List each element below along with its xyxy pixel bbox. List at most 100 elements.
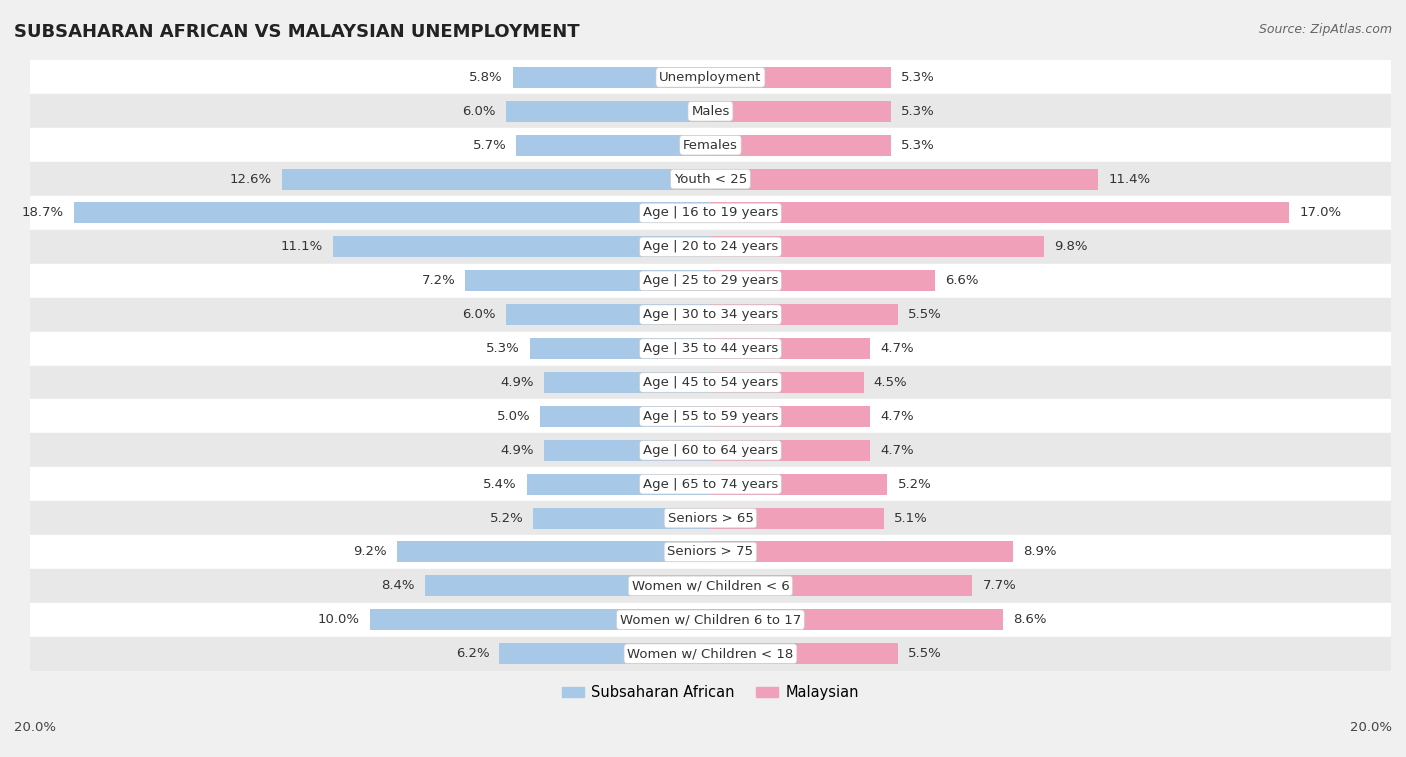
- Bar: [333, 236, 710, 257]
- Text: Source: ZipAtlas.com: Source: ZipAtlas.com: [1258, 23, 1392, 36]
- Text: 5.5%: 5.5%: [908, 647, 942, 660]
- Text: 7.2%: 7.2%: [422, 274, 456, 287]
- Bar: [710, 135, 891, 156]
- Bar: [30, 535, 1391, 569]
- Bar: [710, 575, 973, 597]
- Text: Males: Males: [692, 104, 730, 118]
- Bar: [30, 230, 1391, 264]
- Bar: [710, 474, 887, 494]
- Bar: [30, 366, 1391, 400]
- Bar: [710, 236, 1043, 257]
- Bar: [710, 643, 897, 664]
- Text: 5.2%: 5.2%: [897, 478, 931, 491]
- Text: 5.8%: 5.8%: [470, 71, 503, 84]
- Text: 11.4%: 11.4%: [1108, 173, 1150, 185]
- Text: 4.7%: 4.7%: [880, 410, 914, 423]
- Text: 17.0%: 17.0%: [1299, 207, 1341, 220]
- Text: 5.3%: 5.3%: [901, 104, 935, 118]
- Bar: [710, 508, 884, 528]
- Text: 6.2%: 6.2%: [456, 647, 489, 660]
- Text: 8.9%: 8.9%: [1024, 546, 1057, 559]
- Text: 4.7%: 4.7%: [880, 444, 914, 456]
- Bar: [281, 169, 710, 189]
- Text: 5.3%: 5.3%: [486, 342, 520, 355]
- Bar: [710, 541, 1014, 562]
- Bar: [30, 332, 1391, 366]
- Bar: [710, 67, 891, 88]
- Bar: [30, 637, 1391, 671]
- Bar: [30, 162, 1391, 196]
- Text: 4.5%: 4.5%: [873, 376, 907, 389]
- Text: 4.9%: 4.9%: [501, 444, 533, 456]
- Bar: [710, 372, 863, 393]
- Bar: [710, 270, 935, 291]
- Text: Youth < 25: Youth < 25: [673, 173, 747, 185]
- Bar: [710, 169, 1098, 189]
- Text: 4.7%: 4.7%: [880, 342, 914, 355]
- Bar: [30, 298, 1391, 332]
- Text: 20.0%: 20.0%: [14, 721, 56, 734]
- Text: 7.7%: 7.7%: [983, 579, 1017, 593]
- Text: Females: Females: [683, 139, 738, 151]
- Bar: [30, 433, 1391, 467]
- Text: 5.0%: 5.0%: [496, 410, 530, 423]
- Bar: [30, 400, 1391, 433]
- Bar: [30, 196, 1391, 230]
- Text: Age | 25 to 29 years: Age | 25 to 29 years: [643, 274, 778, 287]
- Text: 8.4%: 8.4%: [381, 579, 415, 593]
- Text: Women w/ Children 6 to 17: Women w/ Children 6 to 17: [620, 613, 801, 626]
- Text: Age | 55 to 59 years: Age | 55 to 59 years: [643, 410, 778, 423]
- Text: 20.0%: 20.0%: [1350, 721, 1392, 734]
- Text: Women w/ Children < 18: Women w/ Children < 18: [627, 647, 793, 660]
- Text: SUBSAHARAN AFRICAN VS MALAYSIAN UNEMPLOYMENT: SUBSAHARAN AFRICAN VS MALAYSIAN UNEMPLOY…: [14, 23, 579, 41]
- Legend: Subsaharan African, Malaysian: Subsaharan African, Malaysian: [555, 679, 865, 706]
- Bar: [544, 372, 710, 393]
- Text: Age | 65 to 74 years: Age | 65 to 74 years: [643, 478, 778, 491]
- Text: Age | 20 to 24 years: Age | 20 to 24 years: [643, 241, 778, 254]
- Text: 5.5%: 5.5%: [908, 308, 942, 321]
- Text: 6.0%: 6.0%: [463, 104, 496, 118]
- Text: 6.0%: 6.0%: [463, 308, 496, 321]
- Text: Seniors > 75: Seniors > 75: [668, 546, 754, 559]
- Bar: [30, 467, 1391, 501]
- Bar: [710, 440, 870, 461]
- Text: 12.6%: 12.6%: [229, 173, 271, 185]
- Bar: [398, 541, 710, 562]
- Bar: [544, 440, 710, 461]
- Bar: [506, 101, 710, 122]
- Bar: [710, 609, 1002, 631]
- Bar: [710, 304, 897, 326]
- Bar: [710, 406, 870, 427]
- Bar: [710, 202, 1289, 223]
- Text: 11.1%: 11.1%: [280, 241, 322, 254]
- Bar: [710, 338, 870, 359]
- Text: 5.7%: 5.7%: [472, 139, 506, 151]
- Text: 9.8%: 9.8%: [1054, 241, 1088, 254]
- Bar: [30, 95, 1391, 128]
- Bar: [30, 501, 1391, 535]
- Text: 18.7%: 18.7%: [21, 207, 63, 220]
- Bar: [516, 135, 710, 156]
- Bar: [506, 304, 710, 326]
- Text: 9.2%: 9.2%: [353, 546, 387, 559]
- Text: 6.6%: 6.6%: [945, 274, 979, 287]
- Bar: [465, 270, 710, 291]
- Text: 8.6%: 8.6%: [1014, 613, 1047, 626]
- Text: 10.0%: 10.0%: [318, 613, 360, 626]
- Text: Seniors > 65: Seniors > 65: [668, 512, 754, 525]
- Text: 5.4%: 5.4%: [482, 478, 516, 491]
- Text: Women w/ Children < 6: Women w/ Children < 6: [631, 579, 789, 593]
- Text: Age | 60 to 64 years: Age | 60 to 64 years: [643, 444, 778, 456]
- Bar: [30, 569, 1391, 603]
- Text: Age | 35 to 44 years: Age | 35 to 44 years: [643, 342, 778, 355]
- Text: Age | 45 to 54 years: Age | 45 to 54 years: [643, 376, 778, 389]
- Bar: [530, 338, 710, 359]
- Text: Age | 16 to 19 years: Age | 16 to 19 years: [643, 207, 778, 220]
- Bar: [30, 264, 1391, 298]
- Text: 5.1%: 5.1%: [894, 512, 928, 525]
- Bar: [540, 406, 710, 427]
- Bar: [499, 643, 710, 664]
- Text: 5.3%: 5.3%: [901, 71, 935, 84]
- Text: 5.2%: 5.2%: [489, 512, 523, 525]
- Bar: [527, 474, 710, 494]
